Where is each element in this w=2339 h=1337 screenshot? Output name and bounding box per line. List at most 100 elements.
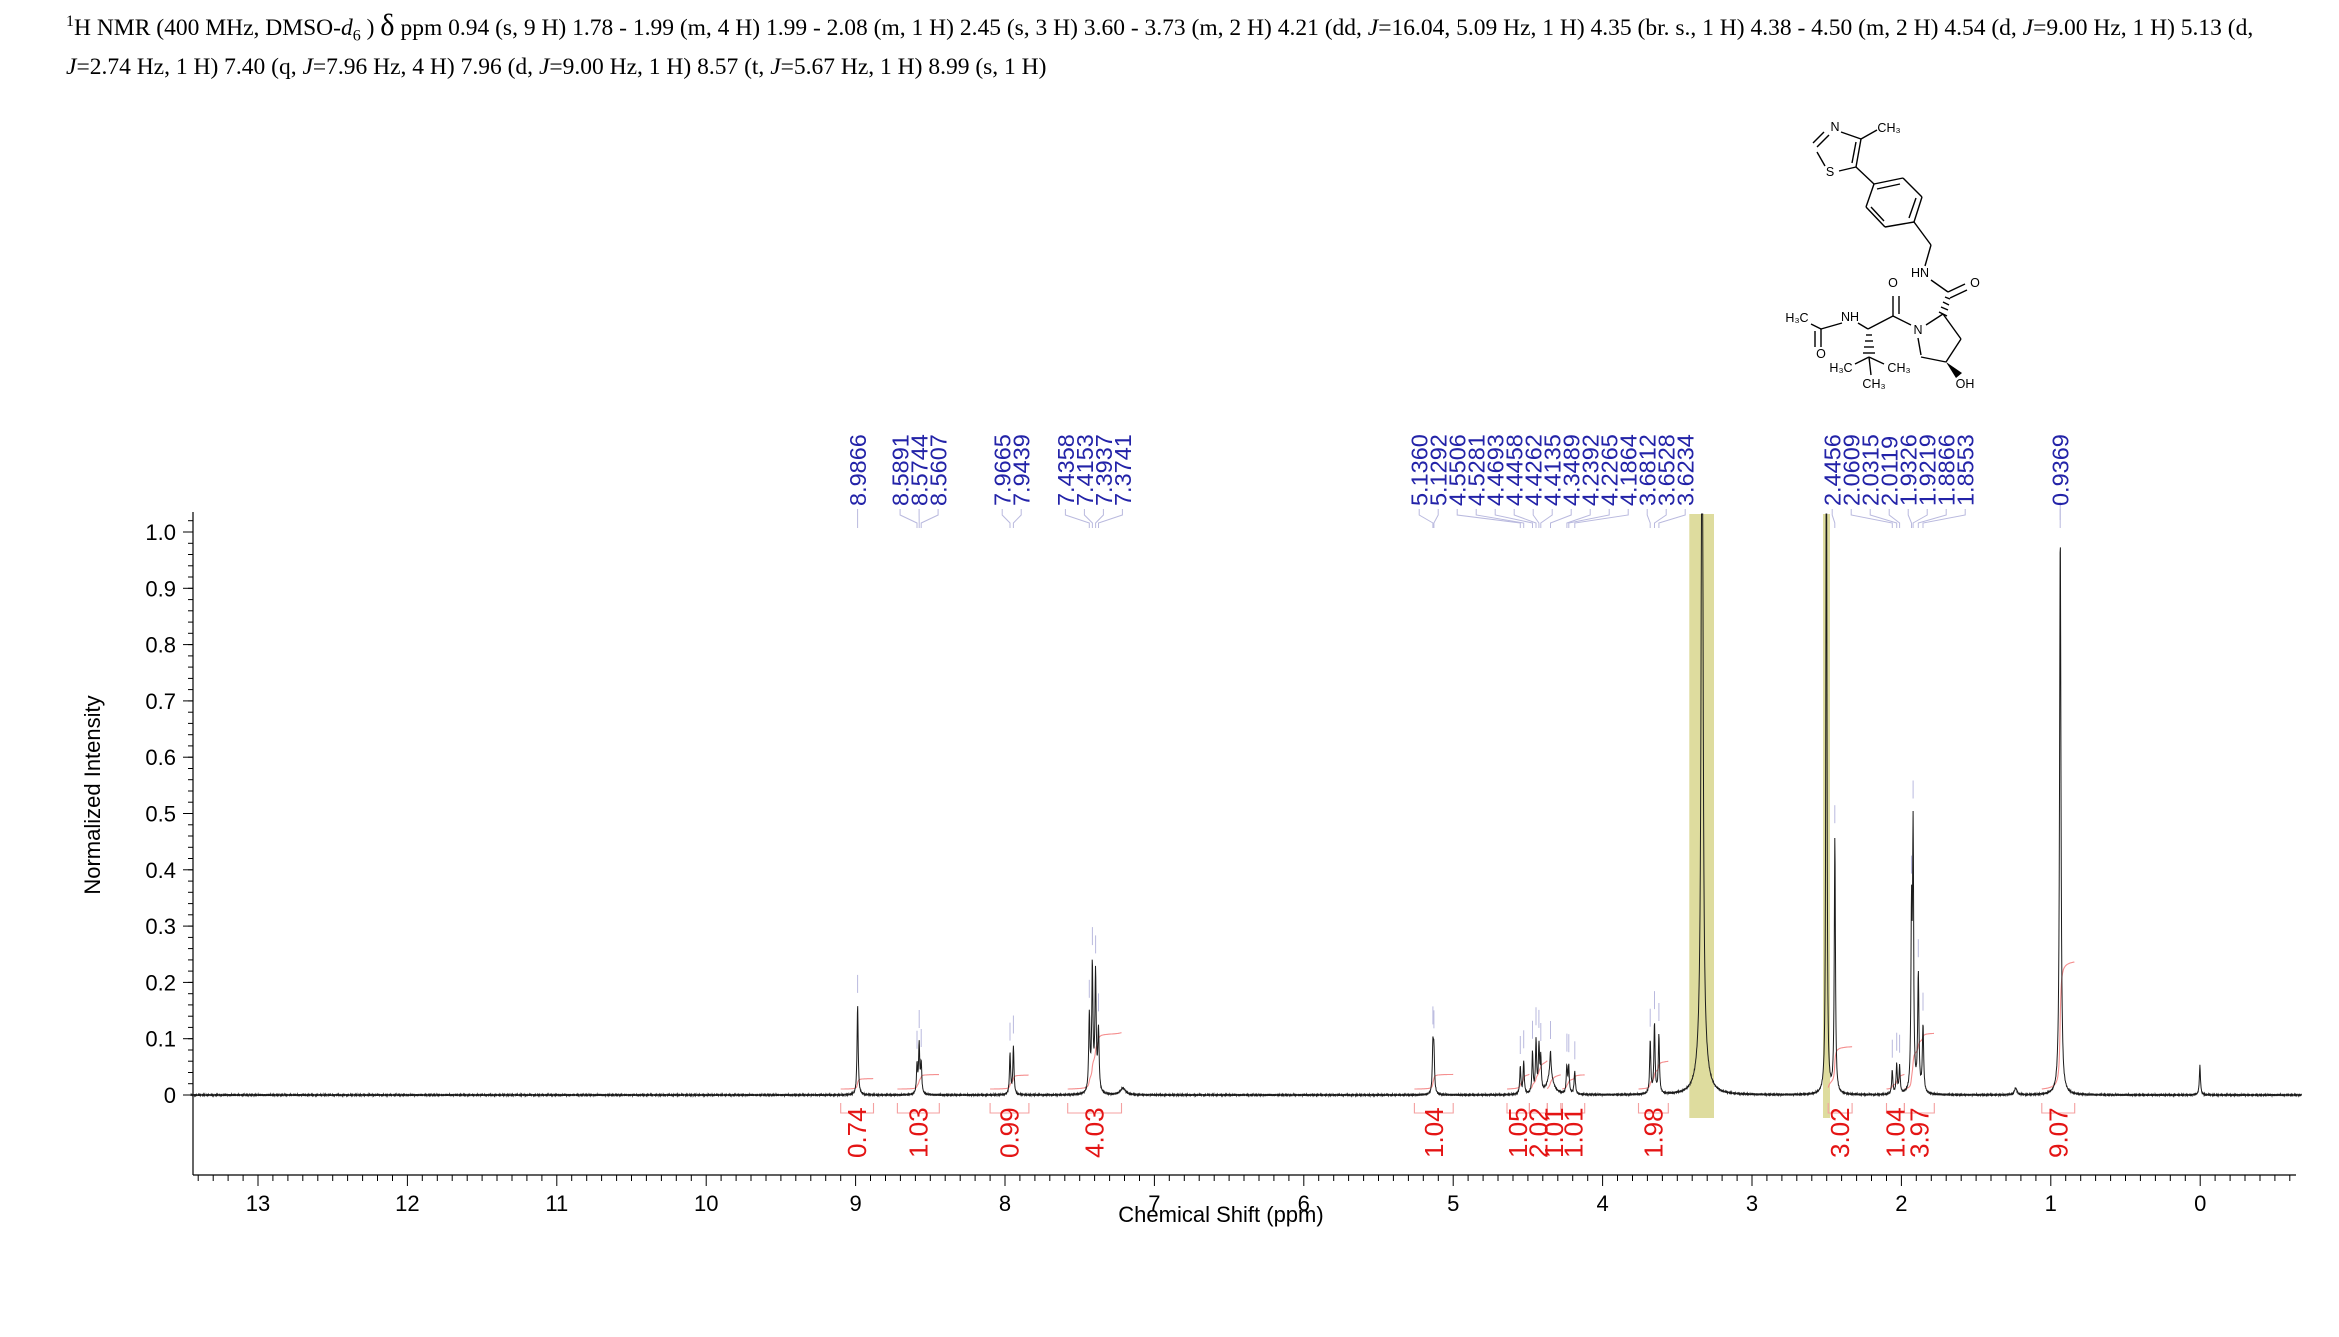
peak-shift-label: 2.0609 xyxy=(1839,434,1865,506)
peak-shift-label: 7.4358 xyxy=(1053,434,1079,506)
peak-shift-label: 4.4262 xyxy=(1521,434,1547,506)
peak-shift-label: 5.1292 xyxy=(1426,434,1452,506)
x-tick-label: 7 xyxy=(1148,1191,1160,1216)
x-tick-label: 10 xyxy=(694,1191,718,1216)
peak-shift-label: 8.5891 xyxy=(888,434,914,506)
integral-value: 1.98 xyxy=(1638,1107,1668,1158)
integral-value: 1.04 xyxy=(1880,1107,1910,1158)
atom-label: NH xyxy=(1841,310,1859,324)
peak-shift-label: 4.4135 xyxy=(1540,434,1566,506)
peak-shift-label: 8.5744 xyxy=(907,434,933,506)
x-tick-label: 9 xyxy=(849,1191,861,1216)
peak-shift-label: 3.6528 xyxy=(1654,434,1680,506)
atom-label: N xyxy=(1913,323,1922,337)
peak-shift-label: 2.4456 xyxy=(1820,434,1846,506)
integral-value: 1.04 xyxy=(1419,1107,1449,1158)
integral-value: 4.03 xyxy=(1080,1107,1110,1158)
peak-shift-label: 0.9369 xyxy=(2048,434,2074,506)
y-tick-label: 0.7 xyxy=(145,689,176,714)
atom-label: CH₃ xyxy=(1862,377,1885,391)
peak-shift-label: 2.0119 xyxy=(1877,436,1903,506)
x-tick-label: 4 xyxy=(1596,1191,1608,1216)
x-tick-label: 13 xyxy=(246,1191,270,1216)
y-tick-label: 0.8 xyxy=(145,633,176,658)
integral-value-labels: 0.74 1.03 0.99 4.03 1.04 1.052.021.011.01 1.98… xyxy=(842,1107,2073,1158)
x-tick-label: 8 xyxy=(999,1191,1011,1216)
x-tick-label: 2 xyxy=(1895,1191,1907,1216)
peak-shift-label: 3.6812 xyxy=(1635,434,1661,506)
peak-shift-label: 7.3741 xyxy=(1110,434,1136,506)
peak-shift-label: 4.4693 xyxy=(1483,434,1509,506)
solvent-band xyxy=(1823,514,1830,1118)
atom-label: H₃C xyxy=(1785,311,1808,325)
atom-label: S xyxy=(1826,165,1834,179)
molecule-bonds xyxy=(1810,129,1968,378)
integral-value: 2.02 xyxy=(1523,1107,1553,1158)
atom-label: H₃C xyxy=(1829,361,1852,375)
y-tick-label: 0.6 xyxy=(145,745,176,770)
x-tick-label: 0 xyxy=(2194,1191,2206,1216)
x-axis-title: Chemical Shift (ppm) xyxy=(1118,1202,1323,1227)
x-tick-label: 5 xyxy=(1447,1191,1459,1216)
atom-label: O xyxy=(1816,347,1826,361)
peak-shift-label: 1.8553 xyxy=(1953,434,1979,506)
peak-shift-label: 5.1360 xyxy=(1407,434,1433,506)
peak-label-connectors xyxy=(857,502,2061,1060)
atom-label: CH₃ xyxy=(1877,121,1900,135)
spectrum-trace xyxy=(190,513,2302,1098)
y-tick-label: 0.9 xyxy=(145,576,176,601)
integral-value: 1.05 xyxy=(1503,1107,1533,1158)
y-axis-title: Normalized Intensity xyxy=(80,695,105,894)
integral-curves xyxy=(840,961,2076,1114)
y-tick-label: 0.1 xyxy=(145,1027,176,1052)
peak-shift-label: 4.2265 xyxy=(1597,434,1623,506)
integral-value: 1.01 xyxy=(1559,1107,1589,1158)
peak-shift-label: 7.9665 xyxy=(990,434,1016,506)
peak-shift-label: 4.2392 xyxy=(1578,434,1604,506)
integral-value: 3.02 xyxy=(1825,1107,1855,1158)
y-tick-label: 0.3 xyxy=(145,914,176,939)
plot-axes: 13 12 11 10 9 8 7 6 5 4 3 2 1 000.10.20.30.40.50.60.7… xyxy=(145,512,2296,1216)
integral-value: 1.01 xyxy=(1539,1107,1569,1158)
y-tick-label: 1.0 xyxy=(145,520,176,545)
peak-shift-label: 4.1864 xyxy=(1616,434,1642,506)
peak-shift-label: 4.4458 xyxy=(1502,434,1528,506)
y-tick-label: 0 xyxy=(164,1083,176,1108)
integral-value: 9.07 xyxy=(2043,1107,2073,1158)
x-tick-label: 3 xyxy=(1746,1191,1758,1216)
peak-shift-label: 4.5506 xyxy=(1445,434,1471,506)
peak-shift-label: 1.9326 xyxy=(1896,434,1922,506)
integral-value: 0.99 xyxy=(995,1107,1025,1158)
x-tick-label: 12 xyxy=(395,1191,419,1216)
atom-label: O xyxy=(1888,276,1898,290)
integral-value: 1.03 xyxy=(903,1107,933,1158)
peak-shift-label: 4.3489 xyxy=(1559,434,1585,506)
x-tick-label: 6 xyxy=(1298,1191,1310,1216)
integral-value: 0.74 xyxy=(842,1107,872,1158)
x-tick-label: 11 xyxy=(545,1191,568,1216)
integral-value: 3.97 xyxy=(1904,1107,1934,1158)
atom-label: OH xyxy=(1956,377,1975,391)
peak-shift-label: 4.5281 xyxy=(1464,434,1490,506)
y-tick-label: 0.4 xyxy=(145,858,176,883)
peak-shift-label: 7.4153 xyxy=(1072,434,1098,506)
atom-label: O xyxy=(1970,276,1980,290)
atom-label: N xyxy=(1830,120,1839,134)
peak-shift-label: 7.9439 xyxy=(1009,434,1035,506)
peak-shift-label: 1.9219 xyxy=(1915,434,1941,506)
peak-shift-label: 8.5607 xyxy=(926,434,952,506)
nmr-assignment-text: 1H NMR (400 MHz, DMSO-d6 ) δ ppm 0.94 (s… xyxy=(66,7,2254,81)
peak-shift-label: 8.9866 xyxy=(845,434,871,506)
peak-shift-label: 2.0315 xyxy=(1858,434,1884,506)
peak-shift-label: 7.3937 xyxy=(1091,434,1117,506)
atom-label: CH₃ xyxy=(1887,361,1910,375)
y-tick-label: 0.5 xyxy=(145,802,176,827)
x-tick-label: 1 xyxy=(2045,1191,2057,1216)
peak-shift-label: 1.8866 xyxy=(1934,434,1960,506)
peak-shift-label: 3.6234 xyxy=(1673,434,1699,506)
